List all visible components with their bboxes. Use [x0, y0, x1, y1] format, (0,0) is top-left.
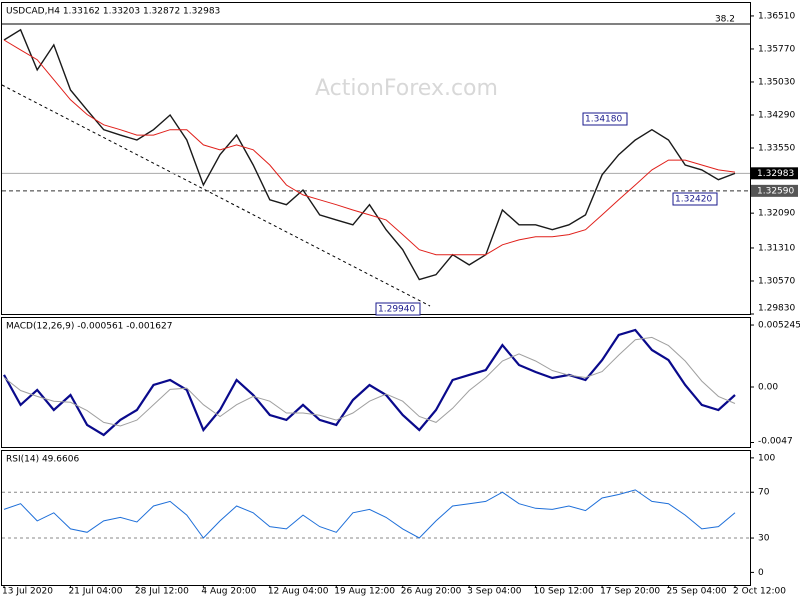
annotation: 1.29940	[378, 305, 415, 315]
y-tick-label: 0	[758, 568, 764, 578]
x-tick-label: 3 Sep 04:00	[467, 587, 522, 597]
x-tick-label: 12 Aug 04:00	[268, 587, 329, 597]
y-tick-label: 1.34290	[758, 110, 795, 120]
annotation: 1.32420	[675, 195, 712, 205]
y-tick-label: 1.32090	[758, 209, 795, 219]
series-line	[3, 39, 736, 256]
price-label: 1.32590	[757, 186, 794, 196]
annotation-box	[375, 302, 421, 316]
panel-title: RSI(14) 49.6606	[6, 455, 79, 465]
annotation-box	[582, 112, 628, 126]
x-tick-label: 28 Jul 12:00	[135, 587, 189, 597]
x-tick-label: 25 Sep 04:00	[667, 587, 727, 597]
y-tick-label: -0.0047	[758, 437, 793, 447]
x-tick-label: 26 Aug 20:00	[401, 587, 462, 597]
annotation: 1.34180	[585, 115, 622, 125]
series-line	[3, 328, 736, 437]
annotation: ActionForex.com	[315, 76, 498, 101]
x-tick-label: 17 Sep 20:00	[600, 587, 660, 597]
macd-panel	[1, 317, 751, 448]
trend-line	[1, 84, 431, 307]
x-tick-label: 2 Oct 12:00	[733, 587, 786, 597]
x-tick-label: 13 Jul 2020	[2, 587, 53, 597]
series-line	[3, 489, 736, 539]
y-tick-label: 1.30570	[758, 276, 795, 286]
rsi-panel	[1, 450, 751, 586]
y-tick-label: 1.35030	[758, 77, 795, 87]
x-tick-label: 10 Sep 12:00	[534, 587, 594, 597]
y-tick-label: 100	[758, 453, 775, 463]
y-tick-label: 0.005245	[758, 321, 800, 331]
y-tick-label: 1.31310	[758, 243, 795, 253]
y-tick-label: 30	[758, 534, 770, 544]
y-tick-label: 1.35770	[758, 44, 795, 54]
price-box	[751, 184, 798, 197]
series-line	[3, 336, 736, 427]
price-box	[751, 167, 798, 180]
series-line	[3, 28, 736, 281]
y-tick-label: 0.00	[758, 382, 778, 392]
y-tick-label: 70	[758, 488, 770, 498]
panel-title: USDCAD,H4 1.33162 1.33203 1.32872 1.3298…	[6, 7, 220, 17]
price-label: 1.32983	[757, 169, 794, 179]
annotation-box	[672, 192, 718, 206]
x-tick-label: 21 Jul 04:00	[68, 587, 122, 597]
x-tick-label: 4 Aug 20:00	[201, 587, 256, 597]
panel-title: MACD(12,26,9) -0.000561 -0.001627	[6, 322, 172, 332]
annotation: 38.2	[715, 15, 735, 25]
y-tick-label: 1.33550	[758, 144, 795, 154]
y-tick-label: 1.36510	[758, 11, 795, 21]
y-tick-label: 1.29830	[758, 304, 795, 314]
x-tick-label: 19 Aug 12:00	[334, 587, 395, 597]
